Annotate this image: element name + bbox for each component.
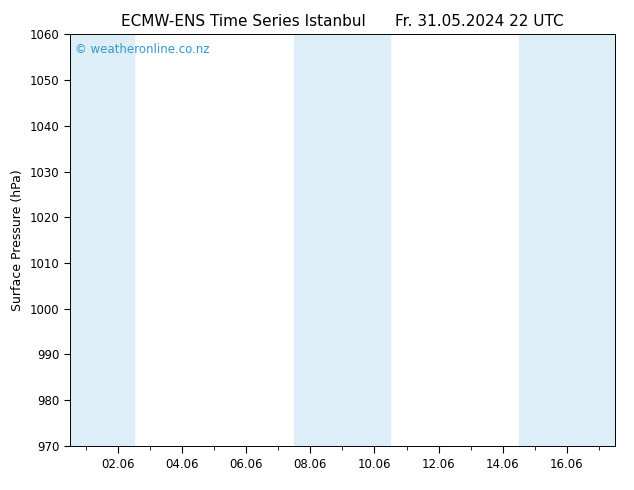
Text: © weatheronline.co.nz: © weatheronline.co.nz xyxy=(75,43,210,55)
Bar xyxy=(519,34,615,446)
Title: ECMW-ENS Time Series Istanbul      Fr. 31.05.2024 22 UTC: ECMW-ENS Time Series Istanbul Fr. 31.05.… xyxy=(121,14,564,29)
Y-axis label: Surface Pressure (hPa): Surface Pressure (hPa) xyxy=(11,169,24,311)
Bar xyxy=(294,34,391,446)
Bar xyxy=(70,34,134,446)
